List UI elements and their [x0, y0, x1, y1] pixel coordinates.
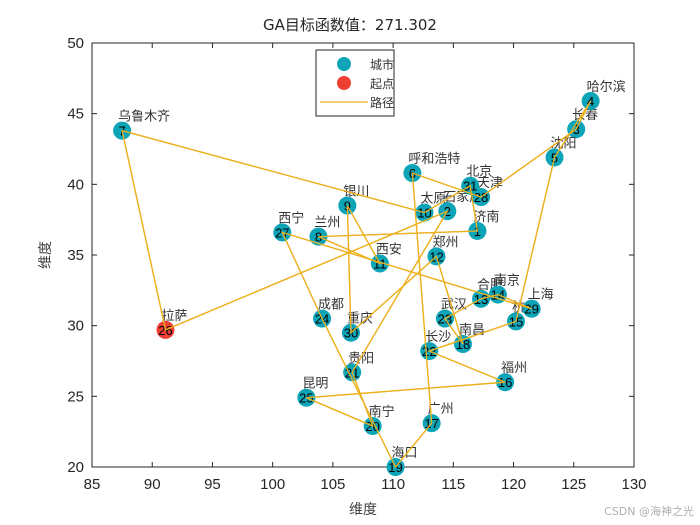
city-name: 郑州 [432, 235, 458, 250]
city-name: 济南 [473, 209, 499, 225]
legend-label: 城市 [370, 57, 394, 72]
city-name: 北京 [466, 165, 492, 180]
chart-title: GA目标函数值：271.302 [263, 16, 437, 34]
x-tick-label: 130 [621, 476, 646, 493]
city-name: 广州 [428, 402, 454, 417]
city-marker: 8兰州 [309, 216, 340, 246]
city-marker: 9银川 [338, 185, 369, 215]
legend-label: 路径 [370, 95, 394, 110]
city-marker: 1济南 [468, 209, 499, 240]
city-name: 太原 [420, 192, 446, 207]
city-name: 长沙 [425, 330, 451, 345]
city-name: 重庆 [347, 311, 373, 327]
x-tick-label: 100 [260, 476, 285, 493]
legend-item: 城市 [337, 57, 394, 72]
x-tick-label: 125 [561, 476, 586, 493]
city-name: 南宁 [369, 404, 395, 420]
x-tick-label: 110 [381, 476, 405, 493]
x-tick-label: 120 [501, 476, 526, 493]
city-name: 西宁 [278, 210, 304, 226]
x-tick-label: 85 [84, 476, 101, 493]
legend-marker-icon [337, 76, 351, 90]
x-tick-label: 95 [204, 476, 221, 493]
city-index: 29 [524, 302, 538, 317]
city-index: 26 [158, 323, 172, 338]
legend-marker-icon [337, 57, 351, 71]
city-name: 兰州 [314, 216, 340, 231]
y-tick-label: 35 [67, 247, 84, 264]
city-name: 乌鲁木齐 [118, 109, 170, 125]
watermark: CSDN @海神之光 [604, 505, 694, 518]
city-name: 天津 [477, 176, 503, 191]
city-name: 拉萨 [161, 309, 187, 324]
legend-box [315, 49, 395, 117]
city-markers: 1济南2石家庄3长春4哈尔滨5沈阳6呼和浩特7乌鲁木齐8兰州9银川10太原11西… [113, 79, 626, 476]
legend-item: 起点 [337, 76, 394, 91]
route-line-overlay [121, 100, 592, 469]
y-tick-label: 25 [67, 388, 84, 405]
city-name: 呼和浩特 [408, 152, 460, 167]
city-name: 福州 [501, 361, 527, 376]
axes: 85 90 95 100 105 110 115 120 125 130 20 25 30 35 40 45 5… [38, 35, 647, 518]
y-tick-label: 40 [67, 176, 84, 193]
x-tick-label: 90 [144, 476, 161, 493]
city-name: 海口 [392, 446, 418, 461]
city-name: 贵阳 [348, 351, 374, 366]
legend-label: 起点 [370, 77, 394, 91]
x-tick-label: 105 [320, 476, 345, 493]
city-name: 成都 [318, 298, 344, 313]
y-tick-label: 45 [67, 106, 84, 123]
city-name: 南京 [494, 273, 520, 289]
city-marker: 5沈阳 [545, 136, 577, 167]
city-name: 西安 [376, 242, 402, 257]
city-name: 哈尔滨 [587, 79, 626, 95]
y-tick-label: 50 [67, 35, 84, 52]
route-line [121, 100, 592, 469]
route-path [121, 100, 592, 469]
city-name: 南昌 [459, 322, 485, 338]
city-name: 上海 [528, 288, 554, 303]
y-tick-label: 20 [67, 459, 84, 476]
city-name: 武汉 [441, 298, 467, 313]
x-tick-label: 115 [441, 476, 465, 493]
x-axis-label: 维度 [349, 502, 377, 518]
y-axis-label: 维度 [38, 241, 54, 269]
legend-item: 路径 [320, 95, 394, 110]
y-tick-label: 30 [67, 318, 84, 335]
city-name: 昆明 [302, 377, 328, 392]
